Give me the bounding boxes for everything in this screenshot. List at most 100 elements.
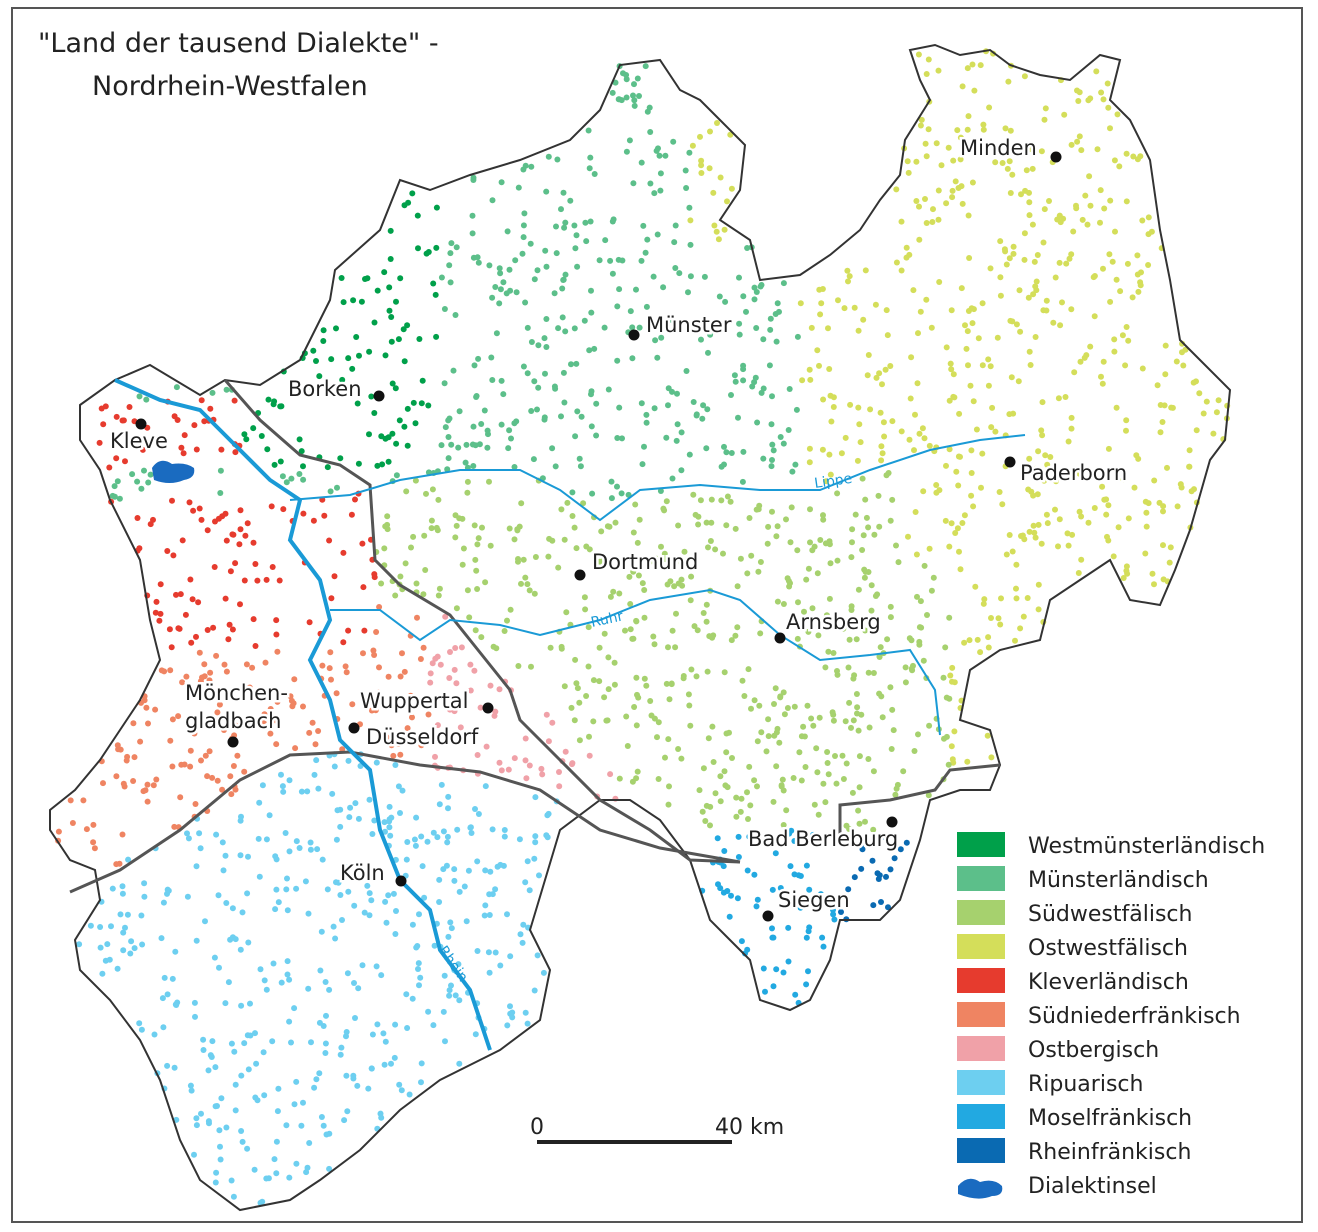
dialect-dot: [337, 1051, 344, 1058]
dialect-dot: [409, 995, 416, 1002]
dialect-dot: [858, 711, 865, 718]
dialect-dot: [126, 404, 133, 410]
dialect-dot: [430, 829, 437, 836]
dialect-dot: [513, 289, 520, 296]
city-dot: [1004, 456, 1016, 468]
dialect-dot: [471, 667, 478, 674]
dialect-dot: [524, 370, 531, 377]
dialect-dot: [843, 822, 850, 829]
dialect-dot: [318, 928, 325, 935]
dialect-dot: [374, 462, 381, 469]
dialect-dot: [817, 891, 824, 898]
dialect-dot: [425, 249, 432, 255]
dialect-dot: [524, 581, 531, 588]
dialect-dot: [145, 720, 151, 727]
dialect-dot: [320, 327, 327, 334]
legend-swatch: [957, 832, 1005, 857]
dialect-dot: [459, 561, 466, 568]
dialect-dot: [361, 909, 368, 916]
dialect-dot: [520, 234, 527, 241]
dialect-dot: [704, 406, 711, 413]
dialect-dot: [633, 286, 639, 293]
dialect-dot: [469, 441, 476, 448]
dialect-dot: [830, 404, 837, 410]
dialect-dot: [136, 393, 143, 400]
dialect-dot: [757, 630, 764, 637]
city-dot: [886, 816, 898, 828]
dialect-dot: [442, 613, 449, 620]
dialect-dot: [204, 773, 211, 780]
dialect-dot: [418, 400, 425, 407]
dialect-dot: [243, 661, 250, 668]
dialect-dot: [624, 743, 631, 749]
dialect-dot: [504, 911, 510, 918]
dialect-dot: [845, 278, 851, 285]
dialect-dot: [269, 1038, 276, 1045]
dialect-dot: [159, 995, 166, 1002]
dialect-dot: [1043, 297, 1050, 304]
dialect-dot: [609, 270, 616, 277]
dialect-dot: [254, 577, 261, 584]
dialect-dot: [327, 488, 334, 495]
dialect-dot: [996, 489, 1003, 495]
dialect-dot: [1112, 228, 1118, 235]
dialect-dot: [458, 644, 465, 651]
dialect-dot: [609, 218, 616, 225]
dialect-dot: [193, 1122, 200, 1129]
dialect-dot: [518, 580, 524, 587]
dialect-dot: [156, 617, 163, 624]
dialect-dot: [475, 259, 482, 266]
dialect-dot: [1086, 173, 1093, 180]
dialect-dot: [522, 879, 529, 886]
dialect-dot: [912, 411, 918, 418]
dialect-dot: [137, 436, 144, 443]
city-label: Paderborn: [1020, 461, 1127, 485]
dialect-dot: [1055, 543, 1061, 550]
dialect-dot: [184, 830, 190, 837]
dialect-dot: [795, 599, 801, 606]
dialect-dot: [688, 666, 695, 673]
dialect-dot: [1110, 553, 1117, 560]
dialect-dot: [736, 274, 742, 281]
dialect-dot: [1077, 358, 1084, 365]
dialect-dot: [611, 659, 618, 666]
dialect-dot: [688, 573, 695, 580]
dialect-dot: [916, 203, 922, 210]
dialect-dot: [659, 327, 666, 334]
dialect-dot: [943, 200, 950, 207]
dialect-dot: [225, 636, 232, 643]
dialect-dot: [97, 924, 104, 930]
dialect-dot: [804, 702, 811, 709]
dialect-dot: [1162, 342, 1169, 349]
dialect-dot: [397, 751, 404, 758]
dialect-dot: [485, 949, 492, 956]
dialect-dot: [968, 492, 975, 499]
dialect-dot: [421, 532, 428, 539]
dialect-dot: [256, 799, 263, 806]
dialect-dot: [513, 418, 520, 425]
dialect-dot: [223, 668, 230, 675]
dialect-dot: [136, 1020, 143, 1027]
dialect-dot: [532, 833, 539, 840]
dialect-dot: [795, 872, 802, 879]
dialect-dot: [794, 635, 801, 642]
dialect-dot: [397, 275, 404, 282]
dialect-dot: [720, 550, 726, 557]
dialect-dot: [980, 126, 987, 133]
dialect-dot: [1065, 438, 1072, 445]
dialect-dot: [472, 1031, 479, 1038]
dialect-dot: [815, 811, 822, 818]
dialect-dot: [467, 824, 474, 831]
dialect-dot: [545, 153, 552, 160]
dialect-dot: [796, 749, 803, 756]
dialect-dot: [660, 505, 667, 512]
dialect-dot: [141, 893, 148, 900]
dialect-dot: [272, 906, 279, 913]
dialect-dot: [413, 580, 420, 587]
dialect-dot: [355, 815, 362, 822]
dialect-dot: [1021, 230, 1028, 237]
dialect-dot: [663, 680, 670, 687]
dialect-dot: [1174, 503, 1181, 510]
dialect-dot: [237, 946, 244, 953]
dialect-dot: [486, 969, 493, 976]
